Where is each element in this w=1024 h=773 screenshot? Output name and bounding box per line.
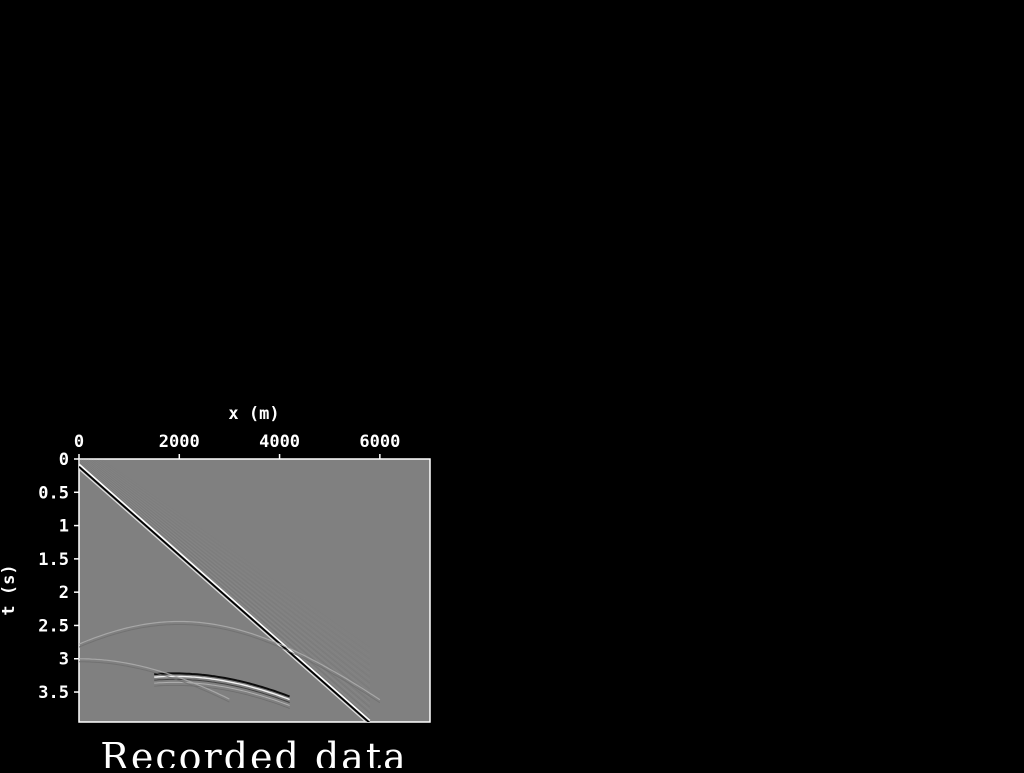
direct-arrival-ringing [79,462,371,714]
y-tick-label: 1 [59,517,69,537]
direct-arrival-ringing [84,459,371,684]
plot-panel [78,458,431,723]
reflection-3-wavelet [79,658,230,700]
x-tick-label: 6000 [359,432,400,452]
direct-arrival-ringing [89,459,371,672]
y-tick-label: 3.5 [38,683,69,703]
reflection-2-wavelet [154,681,290,706]
y-tick-label: 2 [59,583,69,603]
y-tick-label: 1.5 [38,550,69,570]
direct-arrival-ringing [93,459,371,663]
reflection-1-wavelet [79,620,381,701]
y-tick-label: 2.5 [38,616,69,636]
direct-arrival-ringing [81,459,371,693]
direct-arrival [79,459,371,722]
direct-arrival-black [79,465,371,722]
direct-arrival-ringing [92,459,371,666]
y-axis-label: t (s) [0,564,19,615]
x-axis-label: x (m) [228,404,279,424]
direct-arrival-ringing [95,459,371,660]
direct-arrival-side [79,468,367,722]
x-axis: 0 2000 4000 6000 [74,432,400,459]
direct-arrival-ringing [88,459,371,675]
reflection-2-wavelet [154,672,290,698]
y-tick-label: 0 [59,450,69,470]
y-tick-label: 0.5 [38,483,69,503]
direct-arrival-ringing [83,459,371,687]
direct-arrival-ringing [91,459,371,669]
x-tick-label: 2000 [159,432,200,452]
reflection-1-wavelet [79,624,381,704]
x-tick-label: 0 [74,432,84,452]
direct-arrival-ringing [79,459,371,702]
direct-arrival-ringing [79,459,371,699]
seismic-events [79,459,381,722]
y-tick-label: 3 [59,650,69,670]
reflection-3-wavelet [79,661,230,703]
x-tick-label: 4000 [259,432,300,452]
direct-arrival-ringing [96,459,371,657]
direct-arrival-ringing [82,459,371,690]
reflection-2-wavelet [154,685,290,709]
y-axis: 0 0.5 1 1.5 2 2.5 3 3.5 [38,450,79,703]
reflection-1 [79,620,381,704]
direct-arrival-ringing [79,460,371,708]
direct-arrival-ringing [87,459,371,678]
direct-arrival-white [79,463,371,722]
direct-arrival-ringing [79,459,371,705]
direct-arrival-ringing [85,459,371,681]
direct-arrival-ringing [79,461,371,711]
direct-arrival-ringing [80,459,371,696]
chart-title: Recorded data [100,735,408,768]
reflection-3 [79,658,230,703]
